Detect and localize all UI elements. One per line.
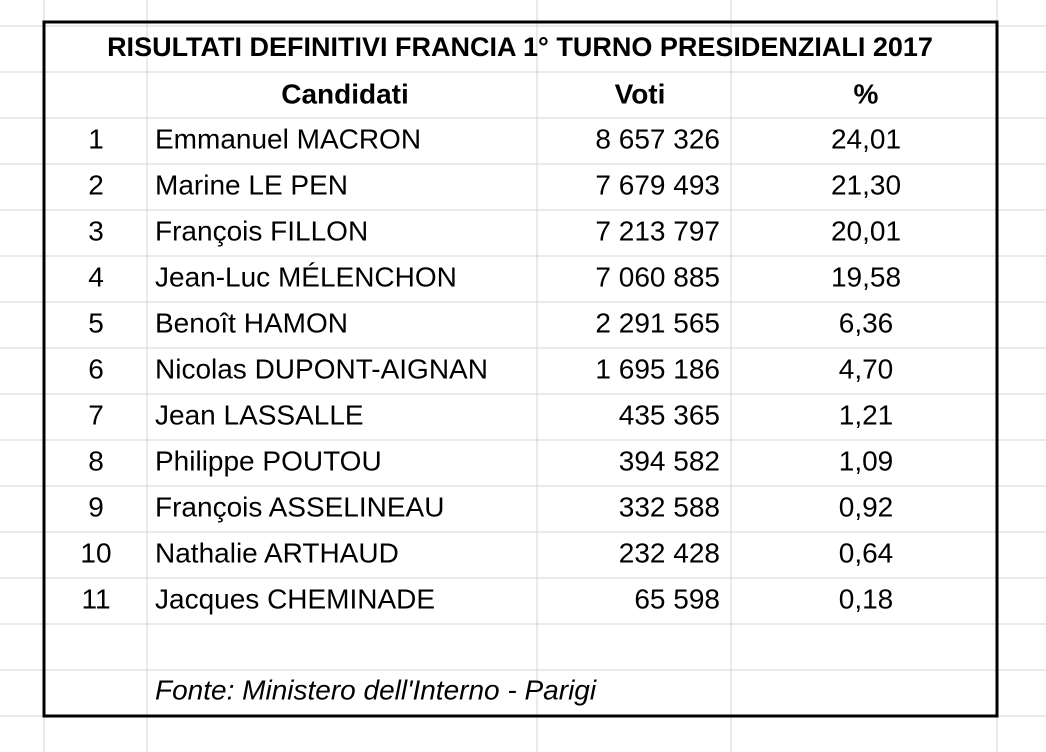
row-number: 7	[88, 399, 104, 430]
vote-count: 8 657 326	[595, 123, 720, 154]
row-number: 9	[88, 491, 104, 522]
candidate-name: Philippe POUTOU	[155, 445, 382, 476]
column-header: %	[854, 78, 879, 109]
vote-count: 435 365	[619, 399, 720, 430]
vote-count: 1 695 186	[595, 353, 720, 384]
row-number: 3	[88, 215, 104, 246]
candidate-name: Nicolas DUPONT-AIGNAN	[155, 353, 488, 384]
vote-percent: 1,21	[839, 399, 894, 430]
candidate-name: François FILLON	[155, 215, 368, 246]
column-header: Candidati	[281, 78, 409, 109]
candidate-name: François ASSELINEAU	[155, 491, 444, 522]
vote-percent: 0,92	[839, 491, 894, 522]
row-number: 4	[88, 261, 104, 292]
candidate-name: Jean-Luc MÉLENCHON	[155, 261, 457, 292]
candidate-name: Jean LASSALLE	[155, 399, 364, 430]
column-header: Voti	[615, 78, 666, 109]
vote-percent: 4,70	[839, 353, 894, 384]
vote-count: 394 582	[619, 445, 720, 476]
vote-percent: 19,58	[831, 261, 901, 292]
source-note: Fonte: Ministero dell'Interno - Parigi	[155, 674, 597, 705]
row-number: 2	[88, 169, 104, 200]
vote-percent: 6,36	[839, 307, 894, 338]
vote-percent: 24,01	[831, 123, 901, 154]
table-border	[42, 20, 999, 718]
row-number: 10	[80, 537, 111, 568]
vote-count: 232 428	[619, 537, 720, 568]
vote-percent: 0,18	[839, 583, 894, 614]
candidate-name: Benoît HAMON	[155, 307, 348, 338]
candidate-name: Marine LE PEN	[155, 169, 348, 200]
row-number: 8	[88, 445, 104, 476]
vote-count: 7 213 797	[595, 215, 720, 246]
row-number: 11	[81, 583, 110, 614]
table-title: RISULTATI DEFINITIVI FRANCIA 1° TURNO PR…	[107, 32, 933, 62]
vote-percent: 20,01	[831, 215, 901, 246]
candidate-name: Jacques CHEMINADE	[155, 583, 435, 614]
vote-percent: 21,30	[831, 169, 901, 200]
vote-count: 2 291 565	[595, 307, 720, 338]
vote-percent: 1,09	[839, 445, 894, 476]
row-number: 1	[88, 123, 104, 154]
vote-count: 7 060 885	[595, 261, 720, 292]
row-number: 5	[88, 307, 104, 338]
vote-count: 7 679 493	[595, 169, 720, 200]
vote-percent: 0,64	[839, 537, 894, 568]
vote-count: 332 588	[619, 491, 720, 522]
candidate-name: Emmanuel MACRON	[155, 123, 421, 154]
candidate-name: Nathalie ARTHAUD	[155, 537, 399, 568]
vote-count: 65 598	[634, 583, 720, 614]
row-number: 6	[88, 353, 104, 384]
